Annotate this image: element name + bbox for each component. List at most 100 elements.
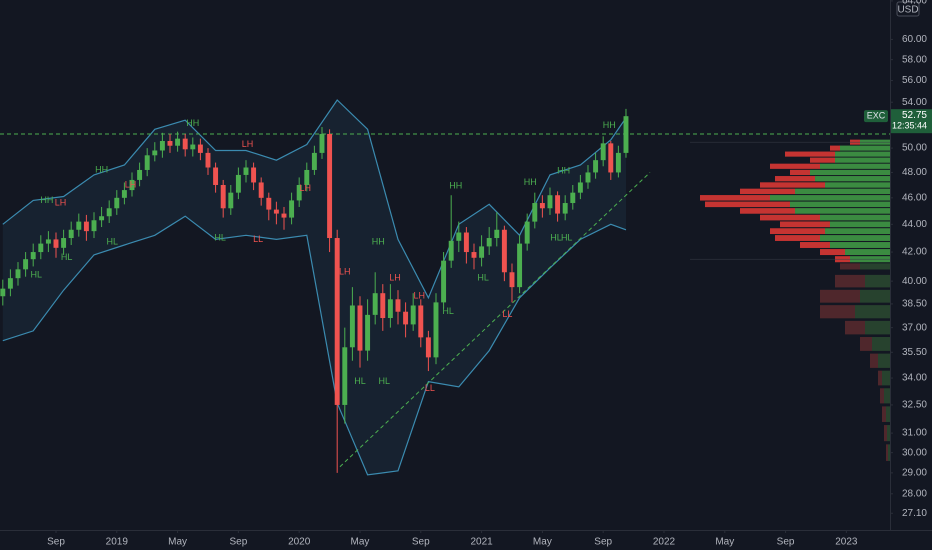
candle-body	[38, 243, 44, 253]
profile-up	[820, 214, 890, 221]
candle-body	[7, 278, 13, 289]
profile-down	[740, 188, 795, 195]
pivot-label: HH	[449, 181, 462, 191]
pivot-label: HL	[30, 270, 42, 280]
candle-body	[403, 311, 409, 325]
profile-down	[880, 388, 884, 404]
candle-body	[319, 133, 325, 153]
x-tick-label: 2021	[470, 537, 493, 548]
candle-body	[395, 299, 401, 312]
candle-body	[0, 288, 6, 297]
candle-body	[600, 143, 606, 161]
symbol: EXC	[867, 111, 886, 121]
pivot-label: LH	[125, 179, 137, 189]
candle-body	[159, 140, 165, 151]
pivot-label: LH	[389, 273, 401, 283]
profile-up	[840, 145, 890, 151]
y-tick-label: 40.00	[902, 276, 927, 287]
pivot-label: HL	[106, 237, 118, 247]
x-tick-label: May	[715, 537, 734, 548]
candle-body	[463, 232, 469, 253]
candle-body	[418, 305, 424, 338]
candle-body	[45, 239, 51, 244]
profile-down	[740, 208, 795, 214]
pivot-label: LH	[414, 291, 426, 301]
candle-body	[76, 221, 82, 230]
profile-down	[820, 249, 845, 256]
candle-body	[585, 172, 591, 183]
profile-up	[830, 242, 890, 248]
y-tick-label: 60.00	[902, 34, 927, 45]
candle-body	[213, 167, 219, 185]
x-tick-label: May	[533, 537, 552, 548]
candle-body	[593, 160, 599, 173]
candle-body	[281, 213, 287, 218]
currency: USD	[897, 5, 918, 16]
candle-body	[365, 314, 371, 351]
candle-body	[555, 195, 561, 214]
candle-body	[532, 203, 538, 222]
pivot-label: HL	[61, 252, 73, 262]
candle-body	[137, 169, 143, 180]
candle-body	[357, 305, 363, 351]
profile-down	[705, 201, 790, 208]
candle-body	[23, 259, 29, 270]
candle-body	[83, 221, 89, 232]
pivot-label: LH	[339, 267, 351, 277]
profile-up	[872, 337, 890, 351]
profile-down	[700, 195, 770, 201]
pivot-label: HH	[40, 195, 53, 205]
pivot-label: LL	[502, 309, 512, 319]
pivot-label: HL	[379, 376, 391, 386]
profile-down	[800, 242, 830, 248]
profile-down	[878, 370, 882, 386]
pivot-label: HH	[186, 118, 199, 128]
symbol-badge	[864, 110, 888, 123]
y-tick-label: 37.00	[902, 322, 927, 333]
x-tick-label: Sep	[229, 537, 247, 548]
candle-body	[380, 293, 386, 319]
profile-up	[795, 188, 890, 195]
pivot-label: HH	[524, 177, 537, 187]
profile-down	[820, 305, 855, 319]
y-tick-label: 31.00	[902, 428, 927, 439]
candle-body	[334, 238, 340, 405]
profile-up	[790, 201, 890, 208]
candle-body	[562, 203, 568, 214]
candle-body	[570, 192, 576, 204]
x-tick-label: May	[351, 537, 370, 548]
x-tick-label: 2022	[653, 537, 676, 548]
profile-down	[860, 337, 872, 351]
candle-body	[296, 184, 302, 201]
profile-up	[865, 274, 890, 288]
profile-down	[775, 176, 815, 182]
candle-body	[615, 152, 621, 173]
profile-up	[882, 370, 890, 386]
candle-body	[410, 305, 416, 325]
profile-up	[845, 249, 890, 256]
candle-body	[539, 203, 545, 209]
pivot-label: HL	[550, 232, 562, 242]
trend-line	[339, 172, 651, 468]
profile-down	[845, 320, 865, 335]
candle-body	[387, 299, 393, 319]
profile-up	[810, 169, 890, 176]
candle-body	[235, 174, 241, 193]
profile-up	[825, 228, 890, 235]
candle-body	[152, 150, 158, 156]
x-tick-label: 2020	[288, 537, 311, 548]
candle-body	[121, 190, 127, 198]
pivot-label: HL	[477, 273, 489, 283]
profile-up	[770, 195, 890, 201]
candle-body	[53, 239, 59, 248]
profile-down	[770, 228, 825, 235]
candle-body	[182, 138, 188, 150]
last-price-box	[891, 109, 932, 134]
y-tick-label: 54.00	[902, 97, 927, 108]
x-tick-label: 2023	[835, 537, 858, 548]
profile-down	[882, 406, 886, 422]
candle-body	[577, 182, 583, 193]
candle-body	[190, 144, 196, 150]
candle-body	[304, 169, 310, 185]
